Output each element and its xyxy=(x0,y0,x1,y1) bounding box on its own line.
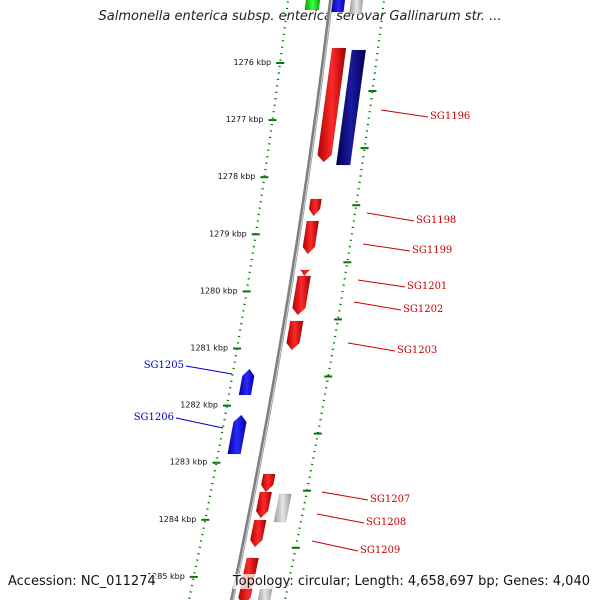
genome-title: Salmonella enterica subsp. enterica sero… xyxy=(98,9,502,24)
gene-label-leader xyxy=(185,365,233,375)
gene-label-leader xyxy=(316,513,365,524)
gene-label: SG1203 xyxy=(397,345,437,356)
tick-label: 1277 kbp xyxy=(226,115,264,124)
reverse-gene xyxy=(227,414,247,455)
tick-layer: 1276 kbp 1277 kbp 1278 kbp 1279 kbp 1280 kbp… xyxy=(147,0,386,600)
forward-gene xyxy=(308,198,322,217)
forward-gene xyxy=(292,275,311,316)
gene-label-leader xyxy=(175,417,224,429)
gene-label: SG1199 xyxy=(412,245,452,256)
genome-backbone-highlight xyxy=(232,0,333,600)
forward-gene xyxy=(286,320,304,351)
gene-label: SG1198 xyxy=(416,215,456,226)
gene-label: SG1206 xyxy=(134,412,174,423)
forward-gene xyxy=(302,220,320,255)
pseudo-gene xyxy=(349,0,364,15)
gene-label-leader xyxy=(366,212,415,222)
gene-label: SG1205 xyxy=(144,360,184,371)
rna-gene xyxy=(335,49,367,166)
gene-label-leader xyxy=(362,243,411,252)
forward-gene xyxy=(250,519,267,548)
rna-gene xyxy=(304,0,321,11)
gene-label-leader xyxy=(357,279,406,288)
label-layer: SG1196 SG1198 SG1199 SG1201 SG1202 SG1203 SG12… xyxy=(134,109,470,556)
tick-label: 1276 kbp xyxy=(233,58,271,67)
inner-dotted-track xyxy=(187,0,290,600)
reverse-gene xyxy=(238,368,255,396)
gene-label-leader xyxy=(353,301,402,311)
gene-label-leader xyxy=(347,342,396,352)
tick-label: 1284 kbp xyxy=(159,515,197,524)
tick-label: 1279 kbp xyxy=(209,229,247,238)
forward-gene xyxy=(317,47,347,163)
backbone-layer xyxy=(229,0,334,600)
gene-label-leader xyxy=(380,109,429,118)
forward-gene xyxy=(255,491,273,519)
gene-label: SG1196 xyxy=(430,111,470,122)
pseudo-gene xyxy=(273,493,292,523)
gene-label-leader xyxy=(311,540,359,552)
forward-gene xyxy=(260,473,276,493)
gene-label-leader xyxy=(321,491,369,501)
tick-label: 1283 kbp xyxy=(170,458,208,467)
gene-label: SG1209 xyxy=(360,545,400,556)
forward-gene xyxy=(299,268,311,277)
genome-backbone xyxy=(229,0,334,600)
tick-label: 1285 kbp xyxy=(147,572,185,581)
gene-label: SG1201 xyxy=(407,281,447,292)
tick-label: 1282 kbp xyxy=(180,401,218,410)
tick-label: 1281 kbp xyxy=(190,344,228,353)
tick-label: 1280 kbp xyxy=(200,286,238,295)
gene-layer xyxy=(227,0,367,600)
genome-summary-text: Topology: circular; Length: 4,658,697 bp… xyxy=(232,574,590,589)
gene-label: SG1207 xyxy=(370,494,410,505)
gene-label: SG1208 xyxy=(366,517,406,528)
gene-label: SG1202 xyxy=(403,304,443,315)
reverse-gene xyxy=(331,0,346,13)
accession-text: Accession: NC_011274 xyxy=(8,574,156,589)
tick-label: 1278 kbp xyxy=(218,172,256,181)
